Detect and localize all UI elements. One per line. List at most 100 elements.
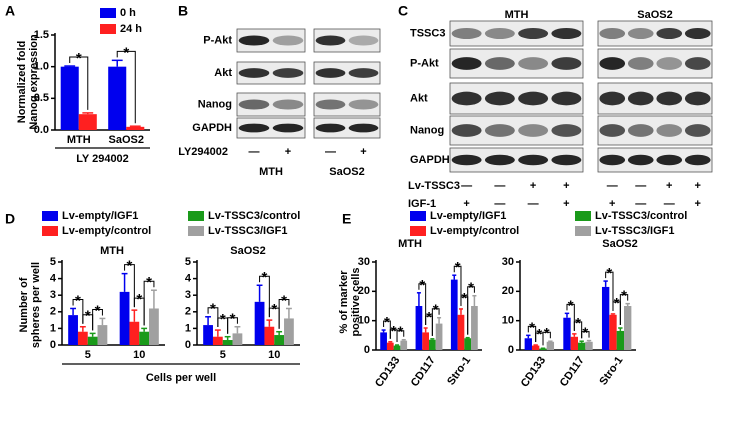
x-tick-label: 5: [220, 349, 226, 361]
blot-band: [518, 154, 549, 166]
bar: [78, 114, 97, 130]
panel-letter: C: [398, 3, 408, 19]
significance-bracket: [605, 271, 614, 311]
legend-swatch: [100, 24, 116, 34]
significance-bracket: [453, 265, 462, 306]
blot-band: [627, 124, 654, 137]
bar: [429, 339, 436, 350]
treatment-sign: —: [494, 198, 505, 210]
significance-bracket: [396, 330, 405, 343]
blot-band: [656, 154, 683, 166]
y-axis-label: % of marker: [338, 270, 350, 334]
y-tick-label: 10: [358, 315, 370, 327]
legend-label: Lv-TSSC3/control: [595, 210, 687, 222]
blot-band: [451, 91, 482, 106]
blot-band: [551, 124, 582, 137]
treatment-sign: —: [494, 180, 505, 192]
significance-label: *: [384, 314, 390, 331]
x-tick-label: 10: [268, 349, 280, 361]
bar: [77, 331, 88, 345]
y-tick-label: 0: [185, 339, 191, 351]
y-tick-label: 3: [185, 289, 191, 301]
legend-swatch: [410, 211, 426, 221]
y-tick-label: 4: [185, 273, 192, 285]
significance-bracket: [581, 331, 590, 339]
blot-band: [599, 91, 626, 106]
blot-band: [238, 68, 270, 78]
legend-label: Lv-empty/IGF1: [430, 210, 506, 222]
legend-label: Lv-TSSC3/control: [208, 210, 300, 222]
significance-label: *: [529, 319, 535, 336]
treatment-sign: +: [695, 198, 701, 210]
blot-band: [348, 35, 379, 46]
bar: [380, 332, 387, 350]
significance-bracket: [467, 286, 475, 335]
legend-swatch: [188, 211, 204, 221]
x-tick-label: CD117: [409, 355, 438, 389]
bar: [119, 291, 130, 345]
significance-label: *: [85, 308, 91, 325]
bar: [97, 325, 108, 345]
cell-line-label: SaOS2: [637, 9, 672, 21]
significance-label: *: [397, 324, 403, 341]
blot-band: [599, 28, 626, 39]
bar: [108, 66, 127, 130]
significance-label: *: [468, 280, 474, 297]
bar: [609, 314, 617, 350]
row-label: TSSC3: [410, 27, 445, 39]
treatment-sign: —: [664, 198, 675, 210]
treatment-sign: +: [563, 180, 569, 192]
significance-label: *: [95, 302, 101, 319]
bar: [464, 338, 472, 350]
x-tick-label: CD133: [373, 355, 402, 390]
treatment-sign: —: [528, 198, 539, 210]
legend-swatch: [42, 226, 58, 236]
legend-label: Lv-TSSC3/IGF1: [595, 225, 674, 237]
blot-band: [551, 91, 582, 106]
legend-swatch: [100, 8, 116, 18]
row-label: Akt: [410, 92, 428, 104]
y-tick-label: 0: [508, 344, 514, 356]
significance-bracket: [278, 298, 290, 329]
blot-band: [272, 35, 304, 46]
blot-band: [451, 57, 482, 70]
bar: [422, 332, 429, 350]
blot-band: [315, 99, 346, 110]
blot-band: [238, 99, 270, 110]
x-tick-label: 10: [133, 349, 145, 361]
legend-label: 0 h: [120, 7, 136, 19]
legend-swatch: [575, 226, 591, 236]
y-tick-label: 4: [50, 273, 57, 285]
significance-bracket: [418, 283, 427, 325]
treatment-sign: +: [609, 198, 615, 210]
significance-label: *: [123, 44, 129, 61]
y-tick-label: 0.5: [34, 92, 49, 104]
row-label: P-Akt: [410, 57, 439, 69]
bar: [129, 321, 140, 345]
bar: [149, 308, 159, 345]
treatment-sign: +: [285, 146, 291, 158]
group-label: LY 294002: [76, 153, 129, 165]
treatment-sign: —: [325, 146, 336, 158]
y-tick-label: 1.5: [34, 29, 49, 41]
blot-band: [518, 28, 549, 39]
significance-bracket: [124, 264, 135, 308]
significance-bracket: [227, 317, 238, 334]
panel-letter: D: [5, 211, 15, 227]
blot-band: [656, 124, 683, 137]
x-tick-label: MTH: [67, 134, 91, 146]
blot-band: [684, 124, 711, 137]
bar: [616, 330, 625, 350]
significance-label: *: [281, 292, 287, 309]
bar: [546, 341, 555, 350]
significance-label: *: [230, 311, 236, 328]
blot-frame: [236, 61, 306, 85]
significance-label: *: [146, 274, 152, 291]
significance-bracket: [92, 308, 103, 331]
blot-band: [315, 123, 346, 133]
legend-swatch: [575, 211, 591, 221]
significance-label: *: [536, 326, 542, 343]
y-tick-label: 1.0: [34, 61, 49, 73]
blot-band: [599, 57, 626, 70]
y-tick-label: 20: [358, 285, 370, 297]
